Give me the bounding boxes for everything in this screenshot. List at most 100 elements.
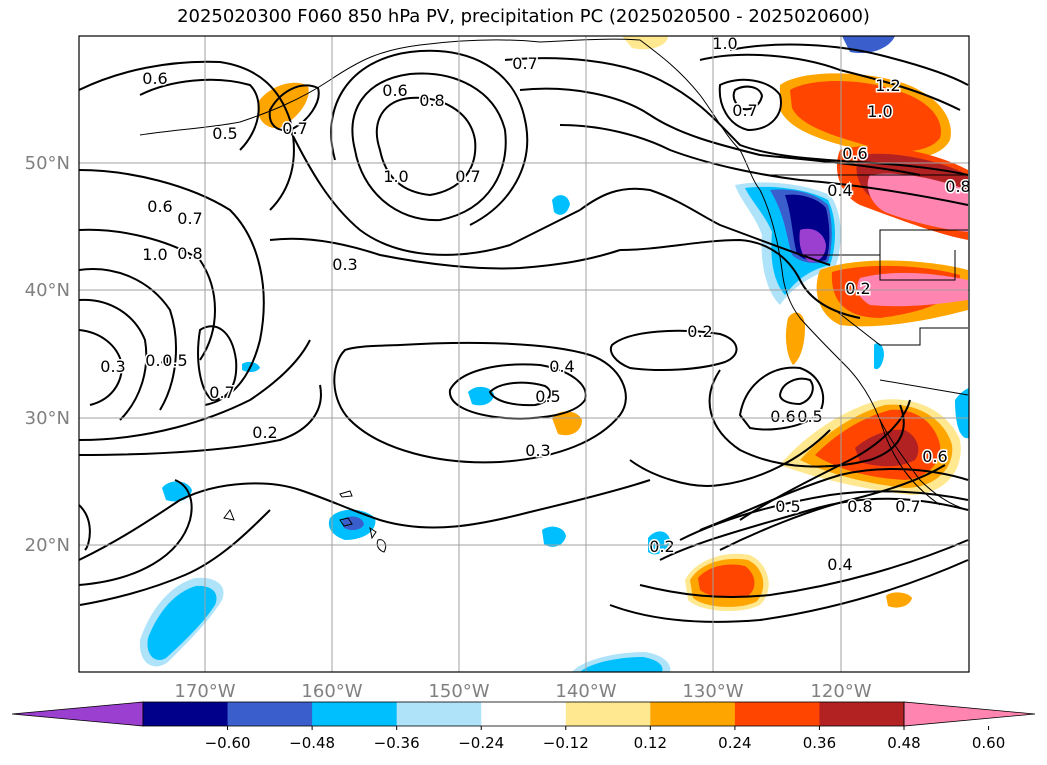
contour-label: 0.3 (525, 441, 550, 460)
shade-small-cyan1 (542, 526, 566, 547)
contour-label: 0.5 (535, 387, 560, 406)
contour-line (732, 85, 764, 111)
colorbar-tick-label: 0.48 (887, 734, 920, 752)
contour-line (289, 129, 581, 256)
contour-line (79, 479, 193, 586)
hawaii-island2 (369, 526, 377, 540)
contour-label: 0.6 (770, 407, 795, 426)
shade-right-cyan (955, 388, 969, 439)
shade-small-cyan2 (648, 531, 670, 555)
contour-line (738, 366, 825, 431)
coastline-westcoast (759, 189, 969, 511)
longitude-labels: 170°W 160°W 150°W 140°W 130°W 120°W (174, 681, 871, 702)
contour-line (778, 377, 814, 406)
contour-label: 0.3 (100, 357, 125, 376)
contour-labels: 0.60.70.70.60.80.50.71.00.71.01.21.00.60… (99, 33, 972, 576)
colorbar-segment (481, 702, 567, 726)
colorbar-segment (227, 702, 313, 726)
contour-line (79, 268, 177, 411)
border-states2 (879, 250, 956, 281)
contour-label: 0.2 (845, 279, 870, 298)
contour-label: 0.8 (419, 91, 444, 110)
contour-line (330, 49, 529, 226)
lon-tick-label: 170°W (174, 681, 235, 702)
colorbar-tick-label: 0.24 (718, 734, 751, 752)
contour-line (699, 467, 969, 531)
small-island2 (339, 490, 353, 498)
contour-label: 0.7 (895, 497, 920, 516)
contour-label: 0.2 (687, 322, 712, 341)
plot-title: 2025020300 F060 850 hPa PV, precipitatio… (177, 6, 870, 27)
contour-line (519, 87, 921, 176)
latitude-labels: 50°N 40°N 30°N 20°N (25, 153, 70, 556)
contour-line (79, 504, 91, 551)
shade-hawaii-blue (342, 516, 364, 531)
contour-line (448, 363, 587, 420)
contour-label: 1.0 (867, 102, 892, 121)
border-states3 (834, 309, 968, 346)
contour-line (79, 298, 148, 421)
contour-label: 0.6 (147, 197, 172, 216)
contour-label: 0.7 (455, 167, 480, 186)
contour-line (375, 96, 477, 197)
colorbar-tick-label: −0.48 (289, 734, 335, 752)
contour-label: 0.8 (847, 497, 872, 516)
contour-label: 0.5 (162, 351, 187, 370)
contour-label: 0.6 (382, 81, 407, 100)
contour-line (79, 60, 295, 211)
contour-line (351, 72, 507, 222)
gridlines (79, 36, 969, 672)
contour-label: 0.7 (209, 383, 234, 402)
shade-baja-yellow2 (886, 592, 912, 608)
pv-contours (79, 43, 969, 623)
colorbar-segment (565, 702, 651, 726)
shade-nv-cyan (874, 343, 884, 370)
colorbar-tick-label: −0.36 (374, 734, 420, 752)
hawaii-island3 (376, 539, 387, 553)
border-mexico (879, 379, 969, 396)
contour-line (659, 497, 969, 561)
shade-ca-purple (799, 228, 826, 262)
lon-tick-label: 120°W (810, 681, 871, 702)
contour-label: 0.2 (252, 423, 277, 442)
contour-label: 0.7 (282, 119, 307, 138)
colorbar-segment (734, 702, 820, 726)
colorbar-segment (819, 702, 905, 726)
contour-line (739, 399, 911, 521)
contour-line (268, 84, 320, 132)
contour-line (139, 78, 260, 151)
contour-line (79, 329, 124, 406)
contour-line (488, 381, 552, 407)
contour-line (559, 124, 969, 206)
lat-tick-label: 40°N (25, 280, 70, 301)
colorbar-segment (650, 702, 736, 726)
map-background (79, 36, 969, 672)
contour-line (79, 384, 322, 456)
shade-coast-orange (785, 312, 805, 365)
lon-tick-label: 130°W (682, 681, 743, 702)
precipitation-shading (139, 36, 969, 672)
lat-tick-label: 20°N (25, 535, 70, 556)
shade-baja-brown (855, 429, 919, 467)
shade-nw-pink (867, 173, 968, 232)
lon-tick-label: 140°W (555, 681, 616, 702)
contour-label: 1.2 (875, 76, 900, 95)
contour-label: 0.8 (945, 177, 970, 196)
map-frame (78, 35, 970, 673)
shade-small-cyan4 (552, 195, 570, 215)
contour-line (639, 539, 969, 598)
lat-tick-label: 50°N (25, 153, 70, 174)
contour-label: 0.7 (732, 101, 757, 120)
contour-label: 0.4 (549, 357, 574, 376)
contour-label: 0.4 (145, 351, 170, 370)
contour-label: 0.6 (842, 144, 867, 163)
colorbar-tick-label: −0.12 (543, 734, 589, 752)
colorbar: −0.60 −0.48 −0.36 −0.24 −0.12 0.12 0.24 0.36 0.4… (11, 701, 1036, 752)
lon-tick-label: 150°W (428, 681, 489, 702)
contour-label: 0.4 (827, 555, 852, 574)
shade-mid-orange (552, 411, 582, 436)
contour-label: 0.7 (512, 54, 537, 73)
contour-label: 0.4 (827, 181, 852, 200)
colorbar-extend-low (11, 701, 144, 727)
